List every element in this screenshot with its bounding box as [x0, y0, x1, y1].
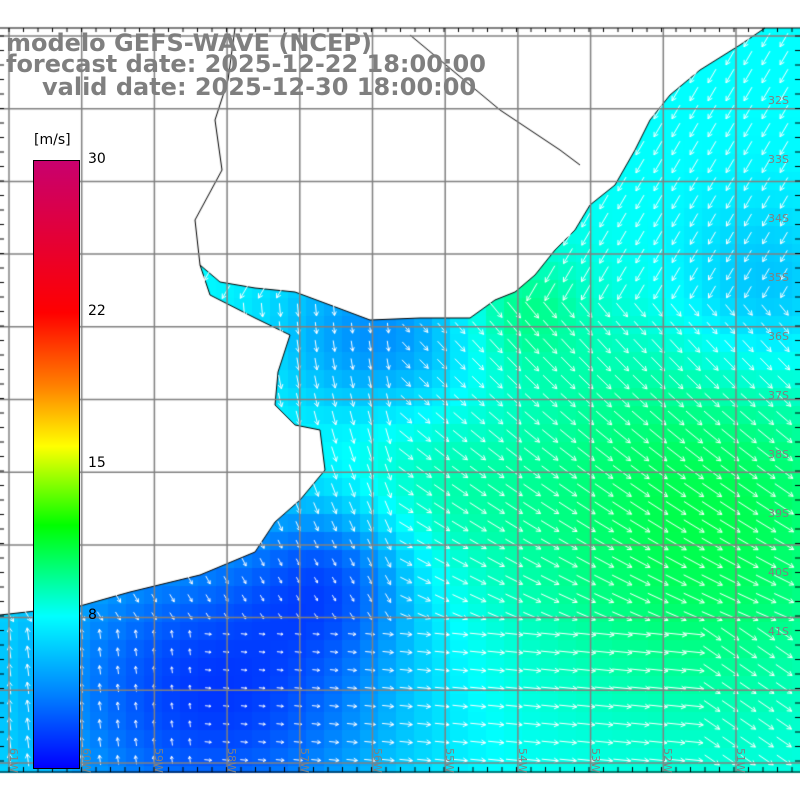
latitude-label: 36S [768, 330, 789, 343]
colorbar-tick: 30 [88, 151, 106, 167]
latitude-label: 34S [768, 212, 789, 225]
longitude-label: 56W [370, 748, 384, 773]
longitude-label: 52W [661, 748, 675, 773]
longitude-label: 59W [152, 748, 166, 773]
colorbar-tick: 15 [88, 455, 106, 471]
longitude-label: 53W [588, 748, 602, 773]
latitude-label: 40S [768, 566, 789, 579]
longitude-label: 60W [79, 748, 93, 773]
latitude-label: 38S [768, 448, 789, 461]
latitude-label: 37S [768, 389, 789, 402]
latitude-label: 32S [768, 94, 789, 107]
longitude-label: 57W [297, 748, 311, 773]
valid-date: valid date: 2025-12-30 18:00:00 [42, 73, 477, 101]
colorbar-tick: 22 [88, 303, 106, 319]
longitude-label: 58W [225, 748, 239, 773]
longitude-label: 51W [734, 748, 747, 773]
colorbar [33, 160, 80, 769]
colorbar-unit: [m/s] [34, 132, 71, 148]
longitude-label: 61W [7, 748, 20, 773]
model-title: modelo GEFS-WAVE (NCEP) [6, 29, 372, 57]
latitude-label: 41S [768, 625, 789, 638]
colorbar-tick: 8 [88, 607, 97, 623]
forecast-date: forecast date: 2025-12-22 18:00:00 [6, 50, 486, 78]
latitude-label: 35S [768, 271, 789, 284]
latitude-label: 39S [768, 507, 789, 520]
longitude-label: 54W [515, 748, 529, 773]
latitude-label: 33S [768, 153, 789, 166]
longitude-label: 55W [443, 748, 457, 773]
